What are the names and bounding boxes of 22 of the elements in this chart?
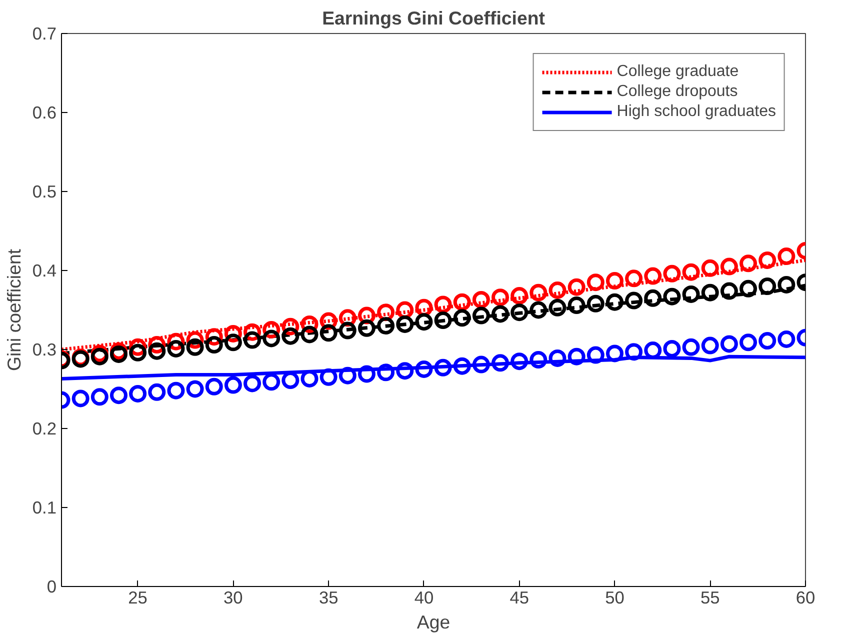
- y-tick-label: 0.6: [32, 102, 57, 122]
- y-tick-label: 0.3: [32, 340, 57, 360]
- y-axis-title: Gini coefficient: [3, 248, 24, 372]
- x-tick-label: 40: [414, 588, 434, 608]
- y-tick-label: 0: [46, 576, 57, 596]
- legend-label: High school graduates: [616, 103, 776, 121]
- y-tick-label: 0.7: [32, 24, 57, 44]
- x-tick-label: 25: [128, 588, 148, 608]
- x-tick-label: 30: [224, 588, 243, 608]
- y-tick-label: 0.1: [32, 498, 57, 518]
- chart-title: Earnings Gini Coefficient: [322, 8, 545, 28]
- x-tick-label: 45: [510, 588, 529, 608]
- x-axis-title: Age: [416, 612, 450, 632]
- x-tick-label: 35: [318, 588, 338, 608]
- legend-label: College dropouts: [616, 83, 738, 101]
- y-tick-label: 0.4: [32, 260, 57, 280]
- x-tick-label: 60: [796, 588, 816, 608]
- legend-label: College graduate: [616, 63, 739, 81]
- x-tick-label: 55: [700, 588, 720, 608]
- x-tick-label: 50: [605, 588, 624, 608]
- y-tick-label: 0.5: [32, 182, 57, 202]
- y-tick-label: 0.2: [32, 418, 57, 438]
